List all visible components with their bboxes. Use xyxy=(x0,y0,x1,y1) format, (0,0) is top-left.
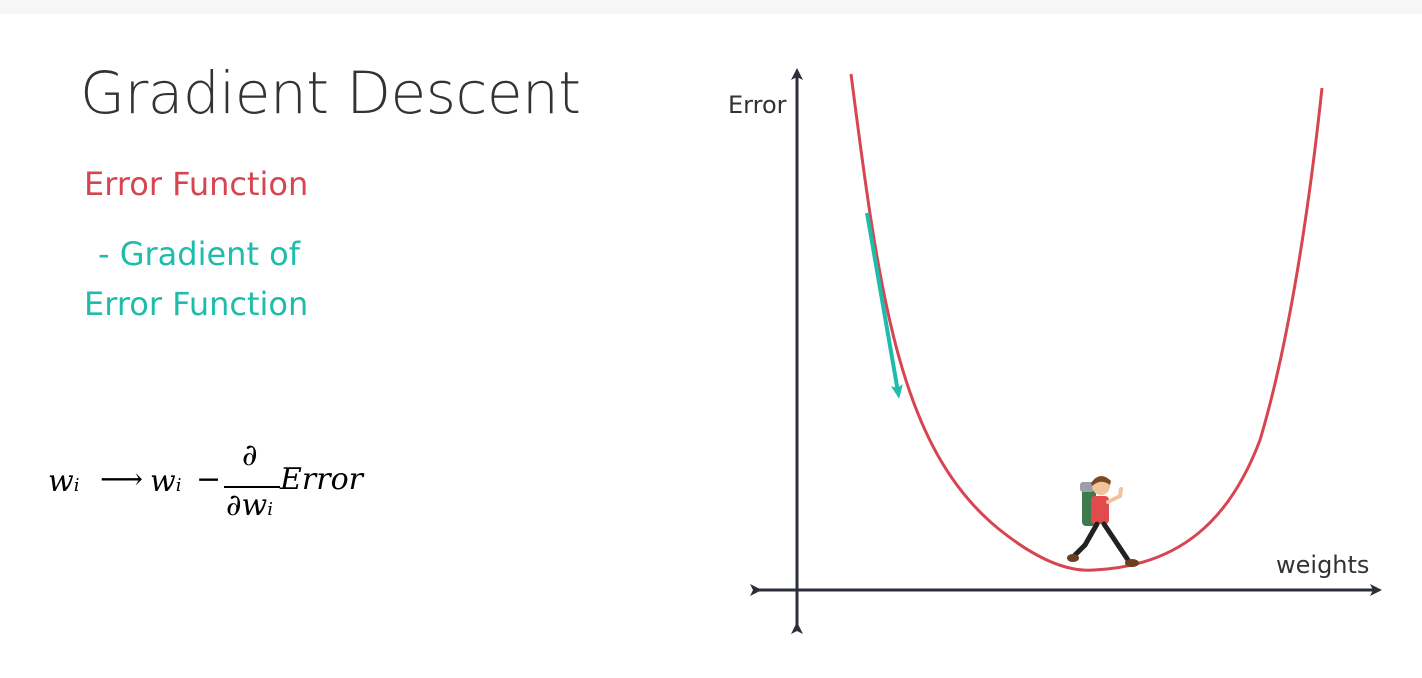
formula-w-right: wi xyxy=(150,464,181,499)
formula-w-left-sub: i xyxy=(73,475,80,496)
formula-arrow: ⟶ xyxy=(100,462,144,497)
update-formula: wi ⟶ wi − ∂ ∂wi Error xyxy=(44,436,384,536)
formula-error: Error xyxy=(280,462,363,497)
formula-w-left: wi xyxy=(48,464,79,499)
formula-partial-den-sub: i xyxy=(267,499,273,520)
formula-fraction-bar xyxy=(224,486,280,488)
hiker-icon xyxy=(1067,475,1139,567)
formula-w-left-var: w xyxy=(48,464,74,499)
gradient-label-line2: Error Function xyxy=(84,285,309,323)
error-curve xyxy=(849,73,1324,572)
formula-w-right-sub: i xyxy=(175,475,182,496)
x-axis-label: weights xyxy=(1276,551,1369,579)
error-function-label: Error Function xyxy=(84,165,309,203)
top-strip xyxy=(0,0,1422,14)
gradient-arrow xyxy=(865,212,903,399)
formula-minus: − xyxy=(196,462,222,497)
formula-partial-denominator: ∂wi xyxy=(226,488,273,523)
y-axis-label: Error xyxy=(728,91,787,119)
formula-w-right-var: w xyxy=(150,464,176,499)
gradient-label-line1: - Gradient of xyxy=(98,235,301,273)
formula-partial-numerator: ∂ xyxy=(242,438,258,473)
formula-partial-den-symbol: ∂ xyxy=(226,488,242,523)
slide-title: Gradient Descent xyxy=(80,59,581,127)
formula-partial-den-var: w xyxy=(241,488,268,523)
